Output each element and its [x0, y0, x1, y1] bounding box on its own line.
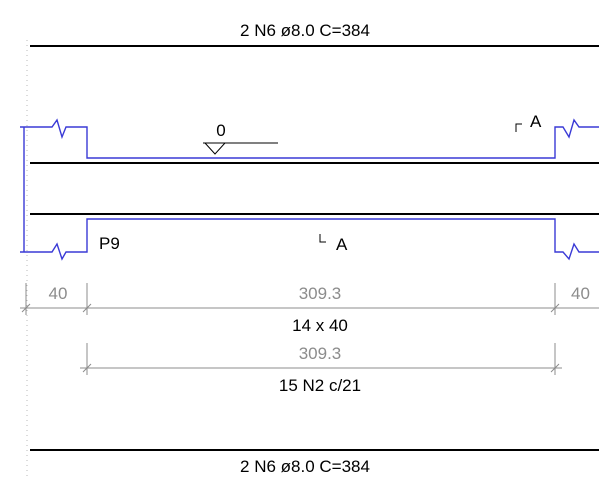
section-cut-top-label: A [530, 112, 542, 131]
dim2-slash-2 [550, 363, 560, 373]
section-cut-top-mark [515, 123, 522, 132]
dim-stirrup-note: 15 N2 c/21 [279, 376, 361, 395]
top-rebar-label: 2 N6 ø8.0 C=384 [240, 21, 370, 40]
left-support-top-break [20, 118, 599, 159]
bottom-rebar-label: 2 N6 ø8.0 C=384 [240, 457, 370, 476]
dim-stirrup-span: 309.3 [299, 344, 342, 363]
section-cut-bottom-mark [319, 234, 326, 243]
level-marker-value: 0 [216, 121, 225, 140]
support-label: P9 [99, 234, 120, 253]
dim1-slash-3 [550, 303, 560, 313]
dim2-slash-1 [82, 363, 92, 373]
dim-spacing-note: 14 x 40 [292, 316, 348, 335]
left-support-bottom-break [20, 218, 599, 261]
section-cut-bottom-label: A [336, 235, 348, 254]
dim-span: 309.3 [299, 284, 342, 303]
dim-left-support: 40 [49, 284, 68, 303]
dim1-slash-1 [21, 303, 31, 313]
dim1-slash-2 [82, 303, 92, 313]
level-marker-triangle [203, 142, 227, 155]
dim-right-support: 40 [571, 284, 590, 303]
